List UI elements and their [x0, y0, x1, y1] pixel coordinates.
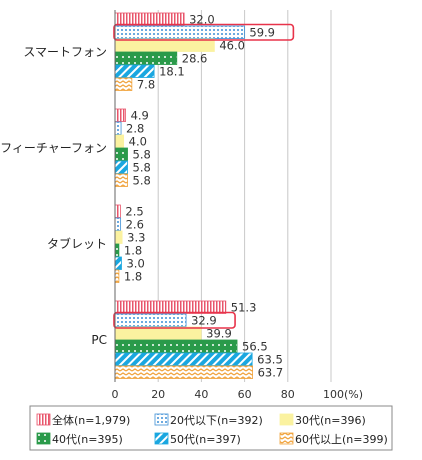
value-label: 51.3 [231, 301, 257, 315]
bar [114, 365, 253, 379]
bar [114, 108, 126, 122]
value-label: 32.9 [191, 314, 217, 328]
value-label: 5.8 [133, 174, 151, 188]
bar [114, 326, 202, 340]
legend-swatch [279, 432, 294, 445]
bar [114, 38, 215, 52]
bar [114, 25, 245, 39]
bar [114, 217, 122, 231]
legend-label: 全体(n=1,979) [52, 413, 130, 427]
category-label: スマートフォン [23, 45, 107, 59]
labels-layer: 32.059.946.028.618.17.84.92.84.05.85.85.… [113, 13, 295, 380]
bar [114, 339, 238, 353]
value-label: 5.8 [133, 161, 151, 175]
bar [114, 51, 178, 65]
value-label: 63.5 [257, 353, 283, 367]
bar [114, 204, 121, 218]
bar [114, 121, 122, 135]
legend-label: 30代(n=396) [295, 414, 366, 427]
bar [114, 269, 120, 283]
value-label: 1.8 [124, 270, 142, 284]
legend-label: 60代以上(n=399) [295, 433, 388, 446]
legend: 全体(n=1,979) 20代以下(n=392) 30代(n=396) 40代(n=3… [29, 405, 393, 451]
legend-box [29, 405, 393, 451]
bars-layer [114, 12, 253, 379]
value-label: 7.8 [137, 78, 155, 92]
bar [114, 256, 122, 270]
bar [114, 243, 120, 257]
value-label: 2.8 [126, 122, 144, 136]
legend-swatch [154, 432, 169, 445]
bar [114, 12, 185, 26]
legend-swatch [36, 432, 51, 445]
bar [114, 134, 125, 148]
highlight-frame [113, 23, 295, 41]
category-label: フィーチャーフォン [0, 141, 107, 155]
value-label: 2.5 [125, 205, 143, 219]
bar [114, 147, 128, 161]
category-label: タブレット [47, 236, 107, 251]
value-label: 3.3 [127, 231, 145, 245]
value-label: 5.8 [133, 148, 151, 162]
bar [114, 300, 227, 314]
x-tick-label: 40 [194, 388, 208, 401]
value-label: 32.0 [189, 13, 215, 27]
bar [114, 352, 253, 366]
value-label: 39.9 [206, 327, 232, 341]
value-label: 2.6 [126, 218, 144, 232]
legend-swatch [154, 413, 169, 426]
x-tick-label: 0 [112, 388, 119, 401]
bar [114, 230, 123, 244]
value-label: 1.8 [124, 244, 142, 258]
highlight-frame [113, 311, 236, 329]
bar [114, 64, 155, 78]
category-label: PC [91, 333, 107, 347]
value-label: 4.9 [131, 109, 149, 123]
value-label: 63.7 [258, 366, 284, 380]
legend-label: 50代(n=397) [170, 433, 241, 446]
legend-swatch [36, 413, 51, 426]
value-label: 4.0 [129, 135, 147, 149]
x-tick-label: 20 [151, 388, 165, 401]
legend-label: 20代以下(n=392) [170, 414, 263, 427]
legend-swatch [279, 413, 294, 426]
bar [114, 77, 133, 91]
x-tick-label: 100(%) [323, 388, 363, 401]
bar [114, 173, 128, 187]
value-label: 28.6 [182, 52, 208, 66]
bar [114, 160, 128, 174]
value-label: 18.1 [159, 65, 185, 79]
x-tick-label: 80 [281, 388, 295, 401]
value-label: 59.9 [249, 26, 275, 40]
value-label: 3.0 [126, 257, 144, 271]
legend-label: 40代(n=395) [52, 433, 123, 446]
value-label: 46.0 [219, 39, 245, 53]
x-tick-label: 60 [238, 388, 252, 401]
bar [114, 313, 187, 327]
value-label: 56.5 [242, 340, 268, 354]
